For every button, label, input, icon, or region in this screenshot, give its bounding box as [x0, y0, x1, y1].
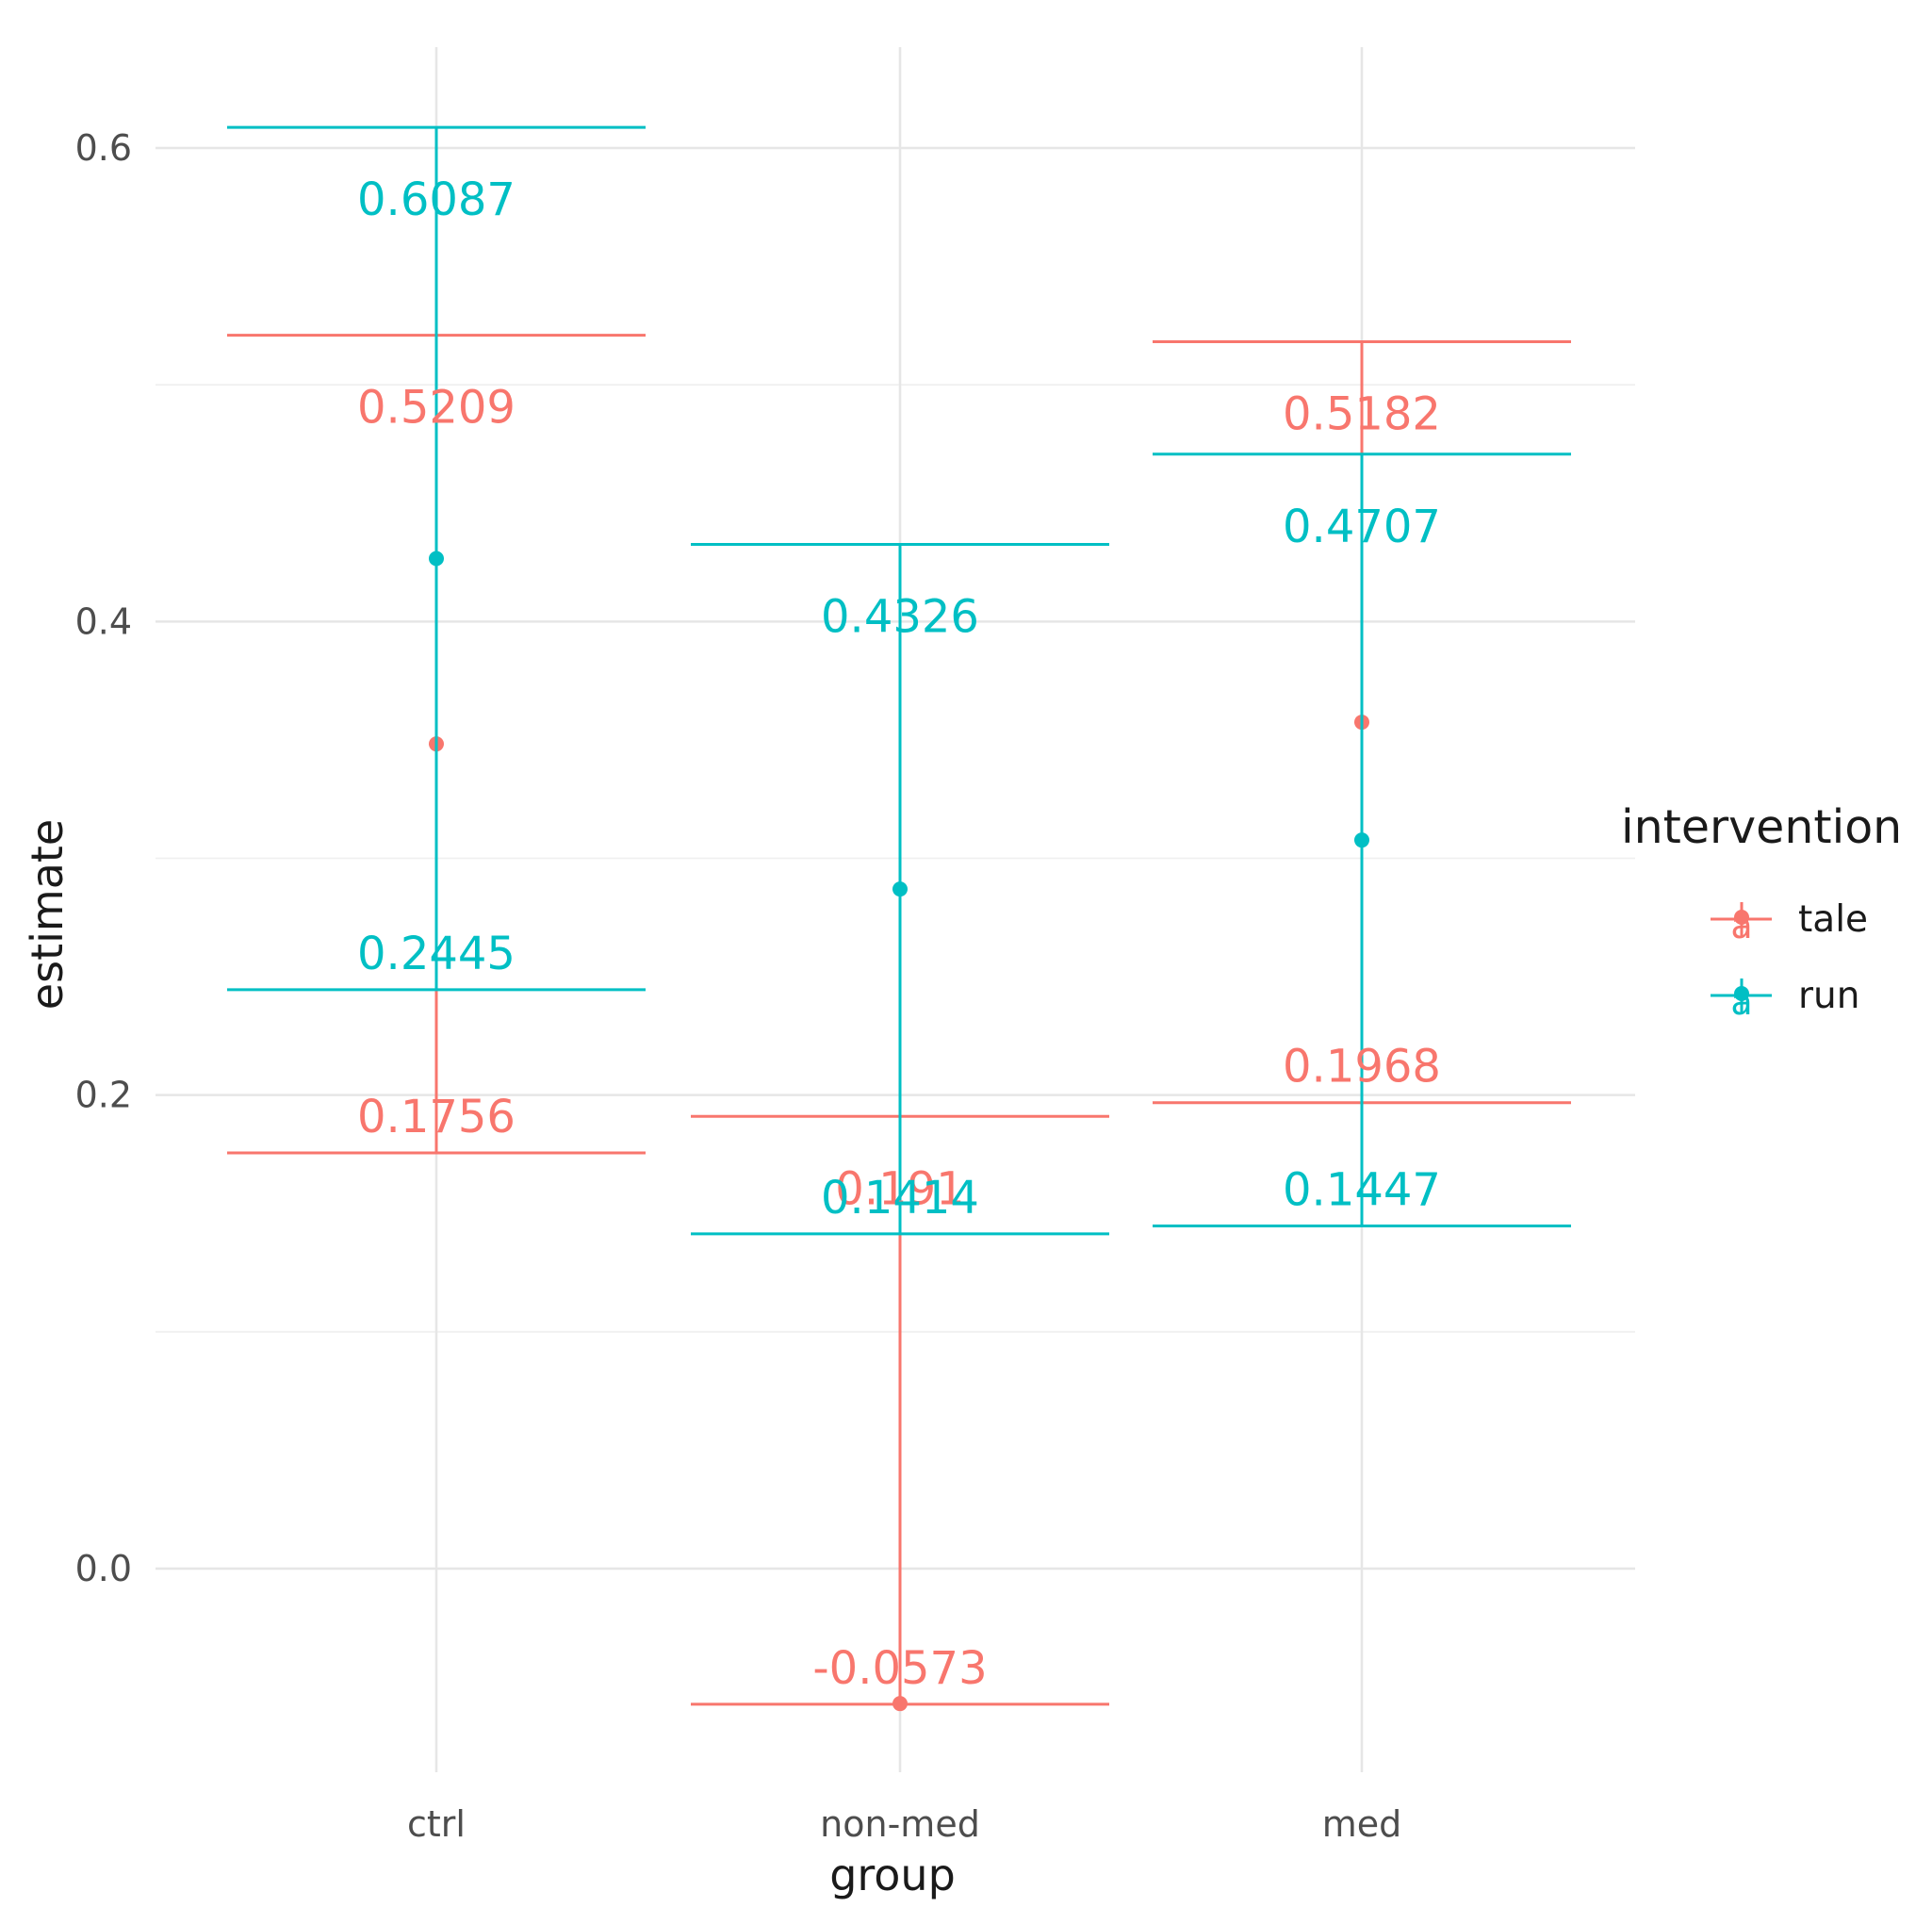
legend-label-run: run	[1798, 975, 1859, 1017]
label-upper-tale-ctrl: 0.5209	[357, 382, 516, 435]
label-upper-tale-med: 0.5182	[1283, 387, 1441, 440]
label-lower-run-med: 0.1447	[1283, 1164, 1441, 1217]
legend-key-glyph-tale: a	[1730, 905, 1752, 946]
x-tick-label: ctrl	[407, 1803, 466, 1845]
y-tick-label: 0.0	[75, 1548, 132, 1589]
point-run-med	[1354, 832, 1369, 848]
label-lower-tale-ctrl: 0.1756	[357, 1091, 516, 1143]
point-run-non-med	[892, 881, 908, 897]
y-axis-title: estimate	[22, 819, 73, 1010]
label-upper-run-med: 0.4707	[1283, 501, 1441, 553]
label-upper-run-ctrl: 0.6087	[357, 173, 516, 226]
legend-item-tale: a tale	[1711, 898, 1868, 946]
x-tick-label: med	[1322, 1803, 1402, 1845]
point-tale-non-med	[892, 1696, 908, 1712]
y-tick-label: 0.2	[75, 1075, 132, 1116]
axis-layer: 0.0 0.2 0.4 0.6 ctrl non-med med	[75, 127, 1402, 1845]
legend-title: intervention	[1621, 800, 1902, 854]
series-layer	[227, 125, 1571, 1712]
legend: intervention a tale a run	[1621, 800, 1902, 1023]
x-axis-title: group	[829, 1850, 956, 1900]
legend-key-glyph-run: a	[1730, 981, 1752, 1023]
label-lower-run-ctrl: 0.2445	[357, 928, 516, 980]
legend-key-point-run	[1734, 986, 1749, 1001]
legend-label-tale: tale	[1798, 898, 1868, 941]
label-layer: 0.5209 0.1756 0.191 -0.0573 0.5182 0.1968 0.60…	[357, 173, 1441, 1695]
series-run	[227, 125, 1571, 1236]
legend-key-point-tale	[1734, 910, 1749, 925]
legend-item-run: a run	[1711, 975, 1859, 1023]
label-upper-run-non-med: 0.4326	[821, 590, 979, 643]
y-tick-label: 0.6	[75, 127, 132, 169]
legend-items: a tale a run	[1711, 898, 1868, 1023]
point-run-ctrl	[429, 551, 444, 567]
label-upper-tale-non-med: 0.191	[835, 1162, 964, 1215]
grid-layer	[156, 47, 1635, 1772]
label-lower-tale-med: 0.1968	[1283, 1041, 1441, 1094]
label-lower-run-non-med: 0.1414	[821, 1172, 979, 1225]
x-tick-label: non-med	[820, 1803, 980, 1845]
y-tick-label: 0.4	[75, 600, 132, 642]
label-lower-tale-non-med: -0.0573	[812, 1642, 987, 1695]
